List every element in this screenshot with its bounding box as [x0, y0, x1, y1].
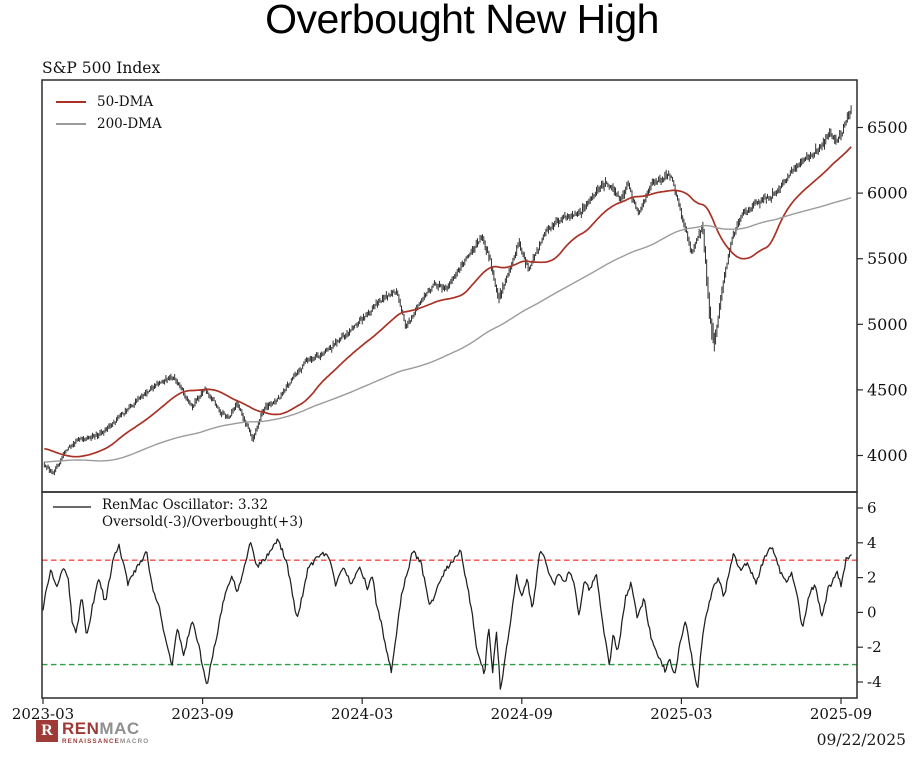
oscillator-legend-line1: RenMac Oscillator: 3.32 [102, 497, 269, 513]
tick-label: 2025-09 [810, 705, 872, 723]
tick-label: 4000 [867, 446, 908, 465]
legend-item-50dma: 50-DMA [56, 91, 162, 113]
50dma-line-swatch [56, 101, 86, 103]
oscillator-legend: RenMac Oscillator: 3.32 Oversold(-3)/Ove… [53, 497, 303, 530]
tick-label: 4500 [867, 380, 908, 399]
200dma-line-swatch [56, 123, 86, 125]
renmac-logo-mark-icon: R [36, 720, 58, 742]
oscillator-line-swatch [53, 506, 91, 508]
200dma-label: 200-DMA [97, 116, 162, 132]
tick-label: 6 [867, 499, 877, 517]
tick-label: 0 [867, 603, 877, 621]
price-legend: 50-DMA 200-DMA [56, 91, 162, 135]
tick-label: -2 [867, 638, 882, 656]
tick-label: 5000 [867, 315, 908, 334]
tick-label: 2025-03 [650, 705, 712, 723]
page-title: Overbought New High [265, 0, 659, 42]
renmac-word-mac: MAC [99, 719, 140, 738]
legend-item-200dma: 200-DMA [56, 113, 162, 135]
renmac-sub-macro: MACRO [119, 738, 150, 745]
tick-label: 4 [867, 534, 877, 552]
tick-label: 2023-09 [171, 705, 233, 723]
tick-label: 2 [867, 569, 877, 587]
renmac-subtitle: RENAISSANCEMACRO [62, 738, 149, 746]
tick-label: 5500 [867, 249, 908, 268]
renmac-logo: R RENMAC RENAISSANCEMACRO [36, 720, 149, 746]
tick-label: 6000 [867, 184, 908, 203]
renmac-sub-renaissance: RENAISSANCE [62, 738, 120, 745]
tick-label: -4 [867, 673, 882, 691]
oscillator-legend-line2: Oversold(-3)/Overbought(+3) [102, 513, 304, 530]
50dma-label: 50-DMA [97, 94, 154, 110]
chart-date: 09/22/2025 [816, 731, 906, 749]
price-panel-label: S&P 500 Index [42, 59, 161, 77]
tick-label: 2024-09 [491, 705, 553, 723]
renmac-wordmark: RENMAC [62, 720, 149, 737]
tick-label: 6500 [867, 118, 908, 137]
tick-label: 2024-03 [331, 705, 393, 723]
renmac-word-ren: REN [62, 719, 100, 738]
tick-label: 2023-03 [12, 705, 74, 723]
